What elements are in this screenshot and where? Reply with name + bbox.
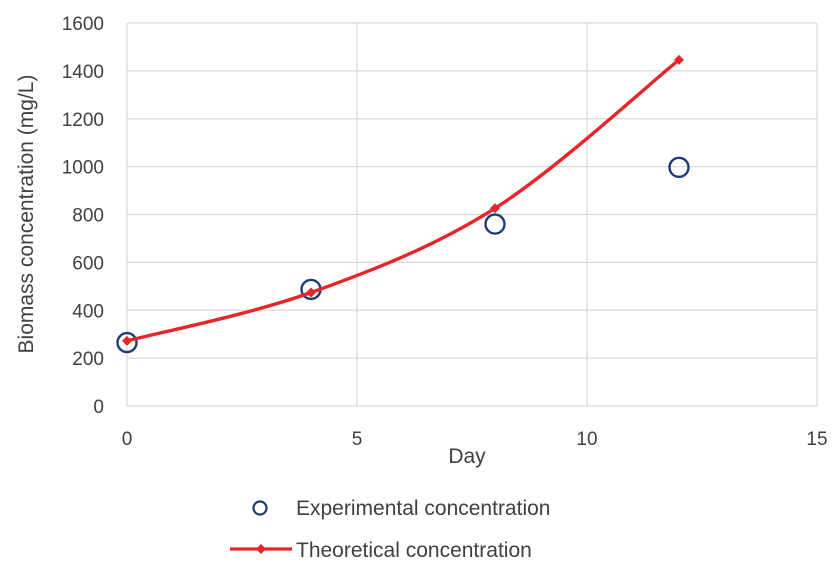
x-tick-label: 0 — [122, 429, 133, 450]
x-axis-ticks: 0 5 10 15 — [122, 429, 828, 450]
x-tick-label: 10 — [576, 429, 597, 450]
x-axis-title: Day — [448, 445, 486, 468]
data-point-theoretical — [306, 287, 316, 298]
legend-item-experimental: Experimental concentration — [252, 497, 550, 520]
series-layer — [116, 54, 690, 354]
y-axis-ticks: 0 200 400 600 800 1000 1200 1400 1600 — [62, 14, 104, 418]
legend: Experimental concentration Theoretical c… — [230, 497, 550, 562]
data-point-theoretical — [490, 203, 500, 214]
y-tick-label: 1400 — [62, 62, 104, 83]
grid — [126, 22, 818, 407]
legend-marker-theoretical — [256, 544, 266, 554]
series-line-theoretical — [126, 58, 681, 343]
data-point-experimental — [668, 156, 690, 179]
y-tick-label: 1000 — [62, 158, 104, 179]
y-tick-label: 800 — [72, 206, 104, 227]
y-tick-label: 1200 — [62, 110, 104, 131]
x-tick-label: 15 — [806, 429, 827, 450]
y-tick-label: 200 — [72, 349, 104, 370]
y-tick-label: 400 — [72, 301, 104, 322]
legend-item-theoretical: Theoretical concentration — [230, 539, 532, 562]
data-point-theoretical — [122, 335, 132, 346]
y-axis-title: Biomass concentration (mg/L) — [15, 75, 38, 354]
data-point-experimental — [484, 213, 506, 235]
y-tick-label: 600 — [72, 253, 104, 274]
x-tick-label: 5 — [352, 429, 363, 450]
data-point-theoretical — [674, 54, 684, 65]
y-tick-label: 1600 — [62, 14, 104, 35]
legend-label-experimental: Experimental concentration — [296, 497, 550, 520]
data-point-experimental — [116, 331, 138, 354]
legend-label-theoretical: Theoretical concentration — [296, 539, 532, 562]
legend-marker-experimental — [252, 500, 268, 516]
y-tick-label: 0 — [93, 397, 104, 418]
